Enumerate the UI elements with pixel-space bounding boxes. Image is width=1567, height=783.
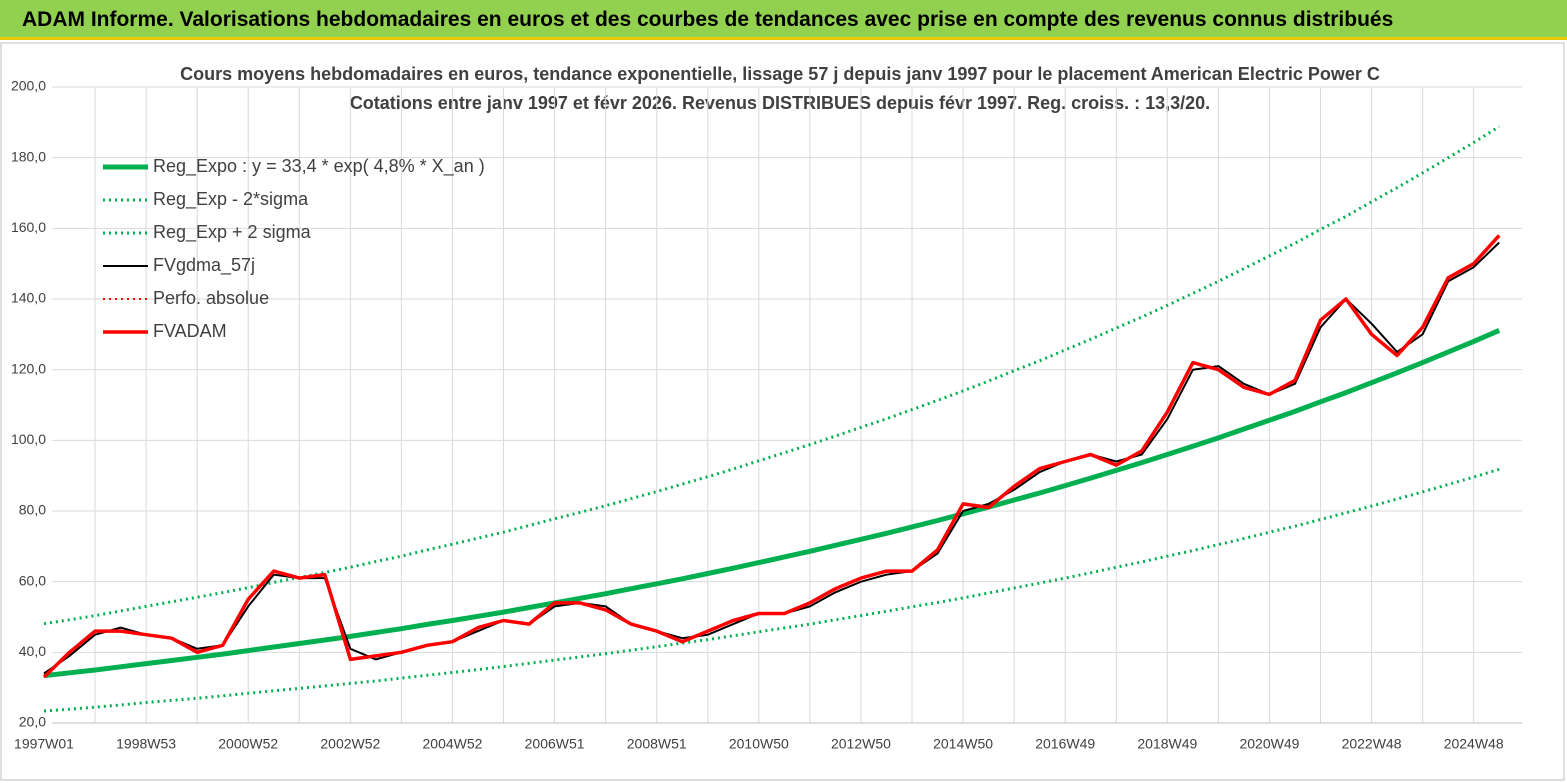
y-tick-label: 140,0 (11, 290, 46, 306)
legend-label: FVADAM (153, 321, 227, 341)
y-tick-label: 200,0 (11, 78, 46, 94)
legend-label: Reg_Exp - 2*sigma (153, 189, 309, 210)
chart-subtitle: Cotations entre janv 1997 et févr 2026. … (350, 93, 1210, 113)
x-tick-label: 2004W52 (423, 736, 483, 752)
chart-title: Cours moyens hebdomadaires en euros, ten… (180, 64, 1380, 84)
y-tick-label: 180,0 (11, 148, 46, 164)
chart-frame (0, 42, 1565, 781)
x-tick-label: 2020W49 (1239, 736, 1299, 752)
x-tick-label: 1998W53 (116, 736, 176, 752)
y-tick-label: 80,0 (19, 502, 46, 518)
x-tick-label: 2006W51 (525, 736, 585, 752)
y-tick-label: 20,0 (19, 714, 46, 730)
x-tick-label: 2000W52 (218, 736, 278, 752)
series-line (43, 125, 1500, 626)
x-tick-label: 2022W48 (1342, 736, 1402, 752)
header-title: ADAM Informe. Valorisations hebdomadaire… (22, 8, 1394, 31)
y-tick-label: 160,0 (11, 219, 46, 235)
legend-label: Reg_Expo : y = 33,4 * exp( 4,8% * X_an ) (153, 156, 485, 177)
x-tick-label: 2014W50 (933, 736, 993, 752)
series-line (42, 234, 1501, 679)
series-line (43, 467, 1500, 713)
chart: Cours moyens hebdomadaires en euros, ten… (0, 42, 1565, 781)
legend-label: Perfo. absolue (153, 288, 269, 308)
y-tick-label: 120,0 (11, 360, 46, 376)
series-line (43, 328, 1501, 679)
x-tick-label: 1997W01 (14, 736, 74, 752)
legend-label: Reg_Exp + 2 sigma (153, 222, 312, 243)
x-tick-label: 2016W49 (1035, 736, 1095, 752)
x-tick-label: 2012W50 (831, 736, 891, 752)
x-tick-label: 2018W49 (1137, 736, 1197, 752)
header: ADAM Informe. Valorisations hebdomadaire… (0, 0, 1567, 40)
legend-label: FVgdma_57j (153, 255, 255, 276)
y-tick-label: 40,0 (19, 643, 46, 659)
y-tick-label: 60,0 (19, 572, 46, 588)
x-tick-label: 2008W51 (627, 736, 687, 752)
y-tick-label: 100,0 (11, 431, 46, 447)
x-tick-label: 2002W52 (320, 736, 380, 752)
x-tick-label: 2010W50 (729, 736, 789, 752)
x-tick-label: 2024W48 (1444, 736, 1504, 752)
